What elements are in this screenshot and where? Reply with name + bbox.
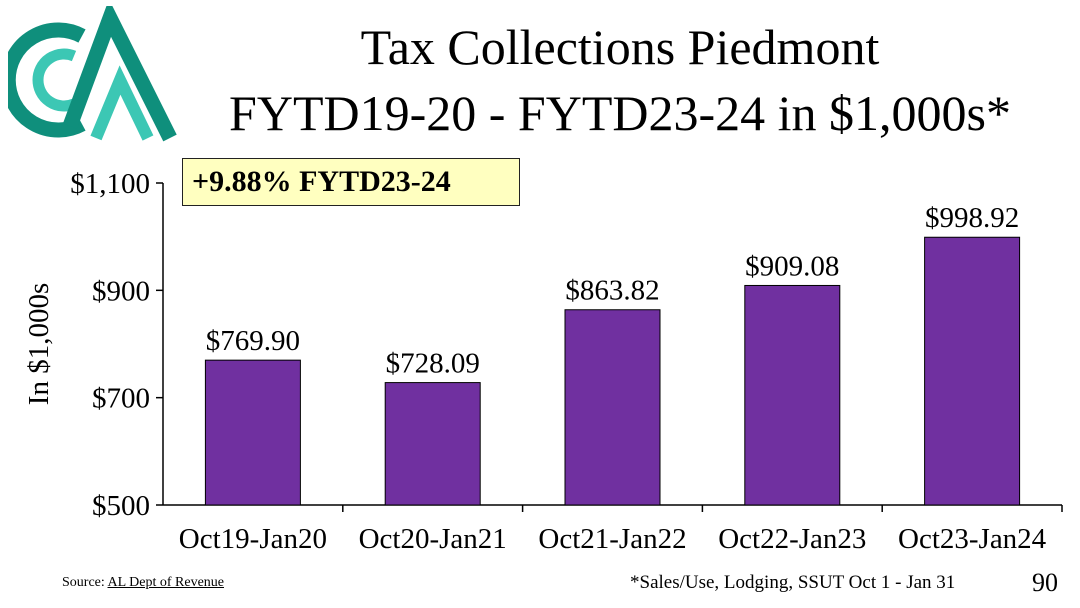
x-tick-label: Oct22-Jan23 <box>718 523 866 555</box>
bar <box>384 382 481 506</box>
bar-value-label: $863.82 <box>565 275 659 307</box>
logo-peak-light <box>90 65 154 141</box>
logo-arc-inner <box>32 48 77 112</box>
y-tick-label: $1,100 <box>70 168 150 200</box>
bar <box>564 309 661 506</box>
bar <box>924 236 1021 506</box>
y-tick-label: $500 <box>92 490 150 522</box>
chart-title-line-1: Tax Collections Piedmont <box>360 19 880 75</box>
bar-value-label: $998.92 <box>925 202 1019 234</box>
footnote: *Sales/Use, Lodging, SSUT Oct 1 - Jan 31 <box>630 572 956 593</box>
x-tick-label: Oct20-Jan21 <box>359 523 507 555</box>
page-number: 90 <box>1032 568 1058 597</box>
y-tick-label: $900 <box>92 275 150 307</box>
bar-value-label: $728.09 <box>386 348 480 380</box>
bar <box>744 284 841 506</box>
source-prefix: Source: <box>62 575 108 590</box>
y-axis-title: In $1,000s <box>23 283 55 405</box>
growth-callout: +9.88% FYTD23-24 <box>182 158 520 206</box>
source-link[interactable]: AL Dept of Revenue <box>107 575 225 590</box>
logo <box>8 6 177 142</box>
logo-peak-dark <box>62 6 177 142</box>
y-tick-label: $700 <box>92 383 150 415</box>
bar-value-label: $769.90 <box>206 325 300 357</box>
x-tick-label: Oct19-Jan20 <box>179 523 327 555</box>
logo-arc-outer <box>8 22 86 138</box>
chart-title-line-2: FYTD19-20 - FYTD23-24 in $1,000s* <box>229 85 1011 141</box>
bar <box>204 359 301 506</box>
source-note: Source: AL Dept of Revenue <box>62 575 224 591</box>
chart-bars <box>204 236 1021 506</box>
chart-labels: $769.90 Oct19-Jan20 $728.09 Oct20-Jan21 $863… <box>179 202 1047 555</box>
bar-value-label: $909.08 <box>745 250 839 282</box>
x-tick-label: Oct21-Jan22 <box>538 523 686 555</box>
x-tick-label: Oct23-Jan24 <box>898 523 1047 555</box>
chart-axes: $500 $700 $900 $1,100 In $1,000s <box>23 168 1063 522</box>
